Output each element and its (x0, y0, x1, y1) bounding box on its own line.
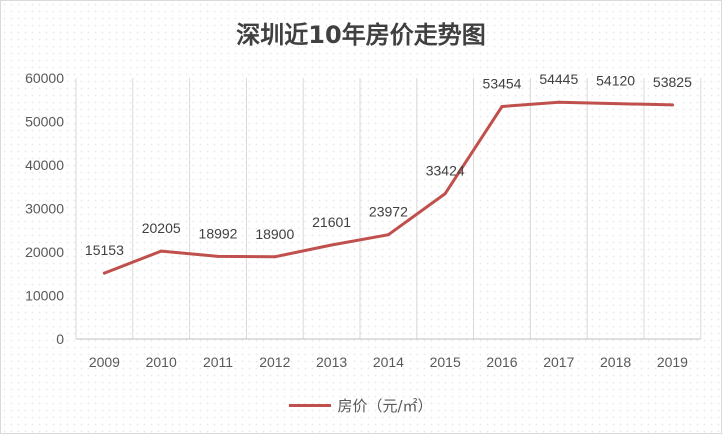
legend-swatch (289, 404, 332, 407)
y-tick-label: 10000 (25, 288, 64, 304)
data-label: 21601 (312, 214, 351, 230)
x-tick-label: 2012 (259, 354, 290, 370)
y-tick-label: 0 (56, 331, 64, 347)
data-point (273, 255, 277, 259)
x-tick-label: 2015 (430, 354, 461, 370)
x-tick-label: 2019 (657, 354, 688, 370)
data-point (102, 271, 106, 275)
data-point (500, 104, 504, 108)
data-point (216, 254, 220, 258)
data-label: 23972 (369, 204, 408, 220)
y-tick-label: 60000 (25, 70, 64, 86)
x-tick-label: 2018 (600, 354, 631, 370)
legend-label: 房价（元/㎡） (337, 397, 433, 415)
x-tick-label: 2013 (316, 354, 347, 370)
x-tick-label: 2014 (373, 354, 404, 370)
data-point (443, 192, 447, 196)
data-point (557, 100, 561, 104)
data-label: 18992 (199, 225, 238, 241)
data-point (614, 102, 618, 106)
x-tick-label: 2011 (203, 354, 233, 370)
y-tick-label: 30000 (25, 201, 64, 217)
chart-title: 深圳近10年房价走势图 (236, 21, 486, 49)
data-label: 54445 (539, 71, 578, 87)
data-label: 54120 (596, 73, 635, 89)
x-tick-label: 2016 (486, 354, 517, 370)
x-tick-label: 2009 (89, 354, 120, 370)
data-point (159, 249, 163, 253)
data-label: 53454 (483, 75, 522, 91)
y-tick-label: 40000 (25, 157, 64, 173)
data-label: 33424 (426, 163, 465, 179)
y-tick-label: 50000 (25, 114, 64, 130)
data-label: 53825 (653, 74, 692, 90)
x-tick-label: 2017 (543, 354, 574, 370)
data-label: 15153 (85, 242, 124, 258)
x-tick-label: 2010 (146, 354, 177, 370)
y-tick-label: 20000 (25, 244, 64, 260)
data-point (330, 243, 334, 247)
data-point (670, 103, 674, 107)
data-label: 20205 (142, 220, 181, 236)
data-label: 18900 (255, 226, 294, 242)
data-point (386, 233, 390, 237)
legend: 房价（元/㎡） (1, 395, 721, 416)
